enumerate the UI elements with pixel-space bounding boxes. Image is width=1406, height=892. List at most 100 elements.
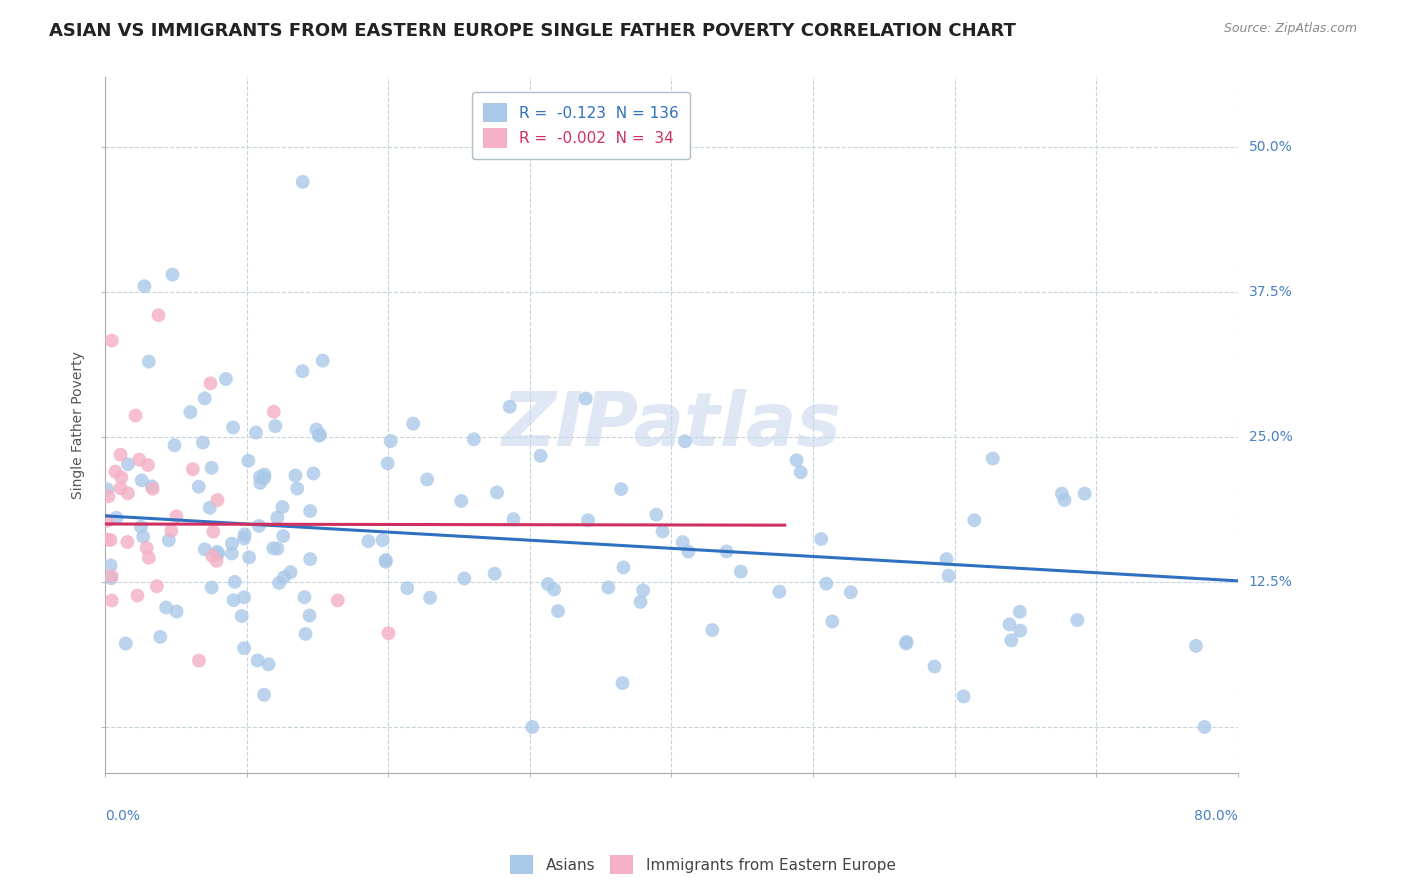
Point <box>450 494 472 508</box>
Point <box>419 591 441 605</box>
Point <box>790 465 813 479</box>
Point <box>839 585 862 599</box>
Point <box>202 524 225 539</box>
Point <box>96 533 118 547</box>
Point <box>128 452 150 467</box>
Point <box>294 590 316 604</box>
Point <box>299 552 322 566</box>
Point <box>141 479 163 493</box>
Point <box>271 500 294 514</box>
Text: 0.0%: 0.0% <box>105 809 141 823</box>
Point <box>110 481 132 495</box>
Point <box>198 500 221 515</box>
Point <box>163 438 186 452</box>
Point <box>96 514 118 528</box>
Point <box>529 449 551 463</box>
Point <box>253 467 276 482</box>
Point <box>155 600 177 615</box>
Point <box>291 364 314 378</box>
Point <box>194 542 217 557</box>
Point <box>146 579 169 593</box>
Point <box>231 609 253 624</box>
Point <box>1050 486 1073 500</box>
Point <box>157 533 180 548</box>
Point <box>266 541 288 556</box>
Point <box>215 372 238 386</box>
Point <box>264 419 287 434</box>
Point <box>1194 720 1216 734</box>
Point <box>396 581 419 595</box>
Point <box>245 425 267 440</box>
Point <box>543 582 565 597</box>
Point <box>463 432 485 446</box>
Point <box>233 532 256 546</box>
Point <box>673 434 696 449</box>
Point <box>374 555 396 569</box>
Point <box>952 690 974 704</box>
Point <box>233 591 256 605</box>
Point <box>377 456 399 470</box>
Point <box>294 627 316 641</box>
Legend: R =  -0.123  N = 136, R =  -0.002  N =  34: R = -0.123 N = 136, R = -0.002 N = 34 <box>472 92 690 159</box>
Point <box>716 544 738 558</box>
Point <box>702 623 724 637</box>
Point <box>117 457 139 471</box>
Text: 25.0%: 25.0% <box>1249 430 1292 444</box>
Point <box>894 636 917 650</box>
Point <box>271 529 294 543</box>
Point <box>377 626 399 640</box>
Point <box>815 576 838 591</box>
Point <box>305 422 328 436</box>
Text: Source: ZipAtlas.com: Source: ZipAtlas.com <box>1223 22 1357 36</box>
Point <box>1073 486 1095 500</box>
Point <box>821 615 844 629</box>
Text: ZIPatlas: ZIPatlas <box>502 389 841 462</box>
Point <box>612 676 634 690</box>
Point <box>308 428 330 442</box>
Point <box>502 512 524 526</box>
Point <box>266 510 288 524</box>
Point <box>187 654 209 668</box>
Point <box>114 636 136 650</box>
Point <box>238 550 260 565</box>
Point <box>935 552 957 566</box>
Point <box>453 572 475 586</box>
Point <box>280 566 302 580</box>
Legend: Asians, Immigrants from Eastern Europe: Asians, Immigrants from Eastern Europe <box>505 849 901 880</box>
Point <box>110 470 132 484</box>
Point <box>485 485 508 500</box>
Point <box>129 519 152 533</box>
Point <box>768 584 790 599</box>
Point <box>269 576 291 591</box>
Point <box>678 544 700 558</box>
Point <box>357 534 380 549</box>
Point <box>191 435 214 450</box>
Point <box>896 635 918 649</box>
Point <box>138 354 160 368</box>
Point <box>100 593 122 607</box>
Point <box>166 605 188 619</box>
Point <box>105 510 128 524</box>
Text: 12.5%: 12.5% <box>1249 575 1292 589</box>
Point <box>598 581 620 595</box>
Y-axis label: Single Father Poverty: Single Father Poverty <box>72 351 86 500</box>
Point <box>284 468 307 483</box>
Point <box>101 334 124 348</box>
Point <box>238 454 260 468</box>
Point <box>630 595 652 609</box>
Point <box>302 467 325 481</box>
Point <box>285 482 308 496</box>
Point <box>201 581 224 595</box>
Point <box>100 571 122 585</box>
Point <box>576 513 599 527</box>
Point <box>263 405 285 419</box>
Point <box>253 688 276 702</box>
Point <box>672 535 695 549</box>
Point <box>484 566 506 581</box>
Point <box>187 480 209 494</box>
Point <box>136 458 159 472</box>
Point <box>924 659 946 673</box>
Point <box>309 427 332 442</box>
Point <box>110 448 132 462</box>
Point <box>221 536 243 550</box>
